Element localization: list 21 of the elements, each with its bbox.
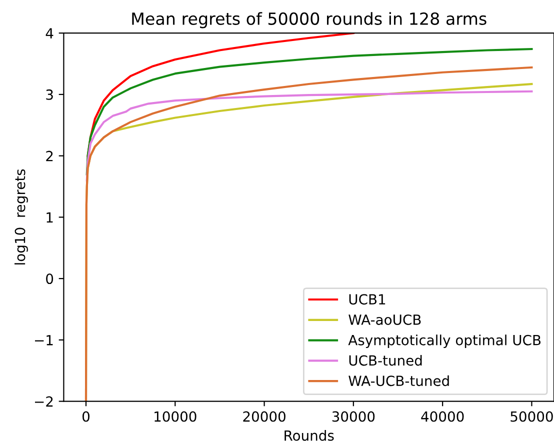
y-tick-label: −1: [34, 335, 53, 346]
y-tick-label: 0: [46, 274, 54, 284]
x-tick-label: 0: [82, 411, 90, 422]
x-tick-label: 40000: [421, 411, 464, 422]
y-tick-label: 1: [46, 212, 53, 222]
legend-label: UCB1: [349, 294, 386, 305]
legend-label: UCB-tuned: [349, 354, 422, 366]
x-tick-label: 30000: [332, 411, 375, 422]
x-tick-label: 50000: [510, 411, 553, 422]
y-tick-label: −2: [34, 396, 53, 407]
y-tick-label: 4: [46, 28, 54, 38]
legend-label: Asymptotically optimal UCB: [348, 334, 541, 348]
y-axis-title: log10 regrets: [14, 169, 28, 264]
y-tick-label: 2: [46, 150, 53, 162]
legend-label: WA-UCB-tuned: [348, 375, 449, 386]
chart-title: Mean regrets of 50000 rounds in 128 arms: [132, 12, 486, 28]
x-tick-label: 20000: [243, 411, 286, 422]
legend-label: WA-aoUCB: [348, 314, 421, 325]
x-axis-title: Rounds: [284, 430, 334, 441]
x-tick-label: 10000: [154, 411, 196, 422]
y-tick-label: 3: [46, 89, 53, 100]
